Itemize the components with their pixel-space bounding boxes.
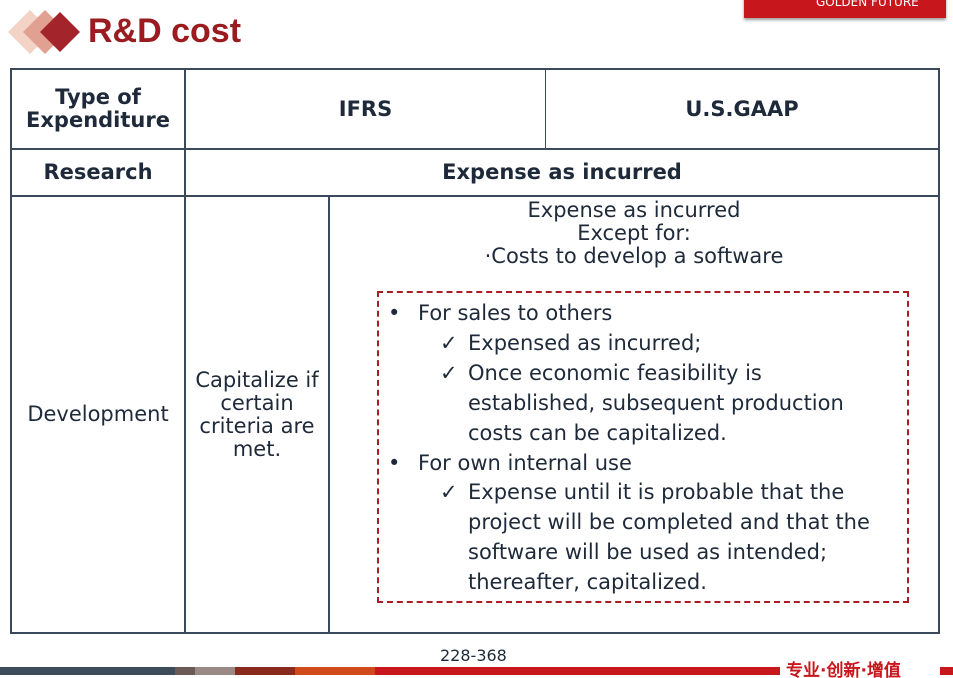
intro-line: Except for: [577, 221, 691, 245]
bullet-point: Expensed as incurred; [468, 331, 702, 355]
logo: GOLDEN FUTURE [744, 0, 946, 18]
header-cell: U.S.GAAP [685, 96, 799, 121]
cell: Expense as incurred [442, 160, 682, 184]
title-icon [8, 10, 80, 54]
cell: Capitalize if certain criteria are met. [195, 367, 319, 461]
table [10, 68, 940, 634]
bullet-heading: For own internal use [418, 451, 632, 475]
text-box [377, 291, 909, 603]
intro-line: Expense as incurred [527, 198, 741, 222]
bullet-point: Once economic feasibility is established… [468, 361, 844, 445]
title: R&D cost [88, 12, 242, 50]
slogan: 专业·创新·增值 [786, 661, 901, 678]
row-label: Research [43, 160, 153, 184]
bullet-point: Expense until it is probable that the pr… [468, 480, 870, 594]
header-cell: Type of Expenditure [26, 85, 170, 132]
row-label: Development [27, 402, 169, 426]
gaap-intro: Expense as incurred Except for: ·Costs t… [330, 199, 938, 268]
header-cell: IFRS [338, 96, 393, 121]
page-number: 228-368 [440, 646, 507, 665]
bullet-heading: For sales to others [418, 301, 613, 325]
intro-line: ·Costs to develop a software [484, 244, 784, 268]
